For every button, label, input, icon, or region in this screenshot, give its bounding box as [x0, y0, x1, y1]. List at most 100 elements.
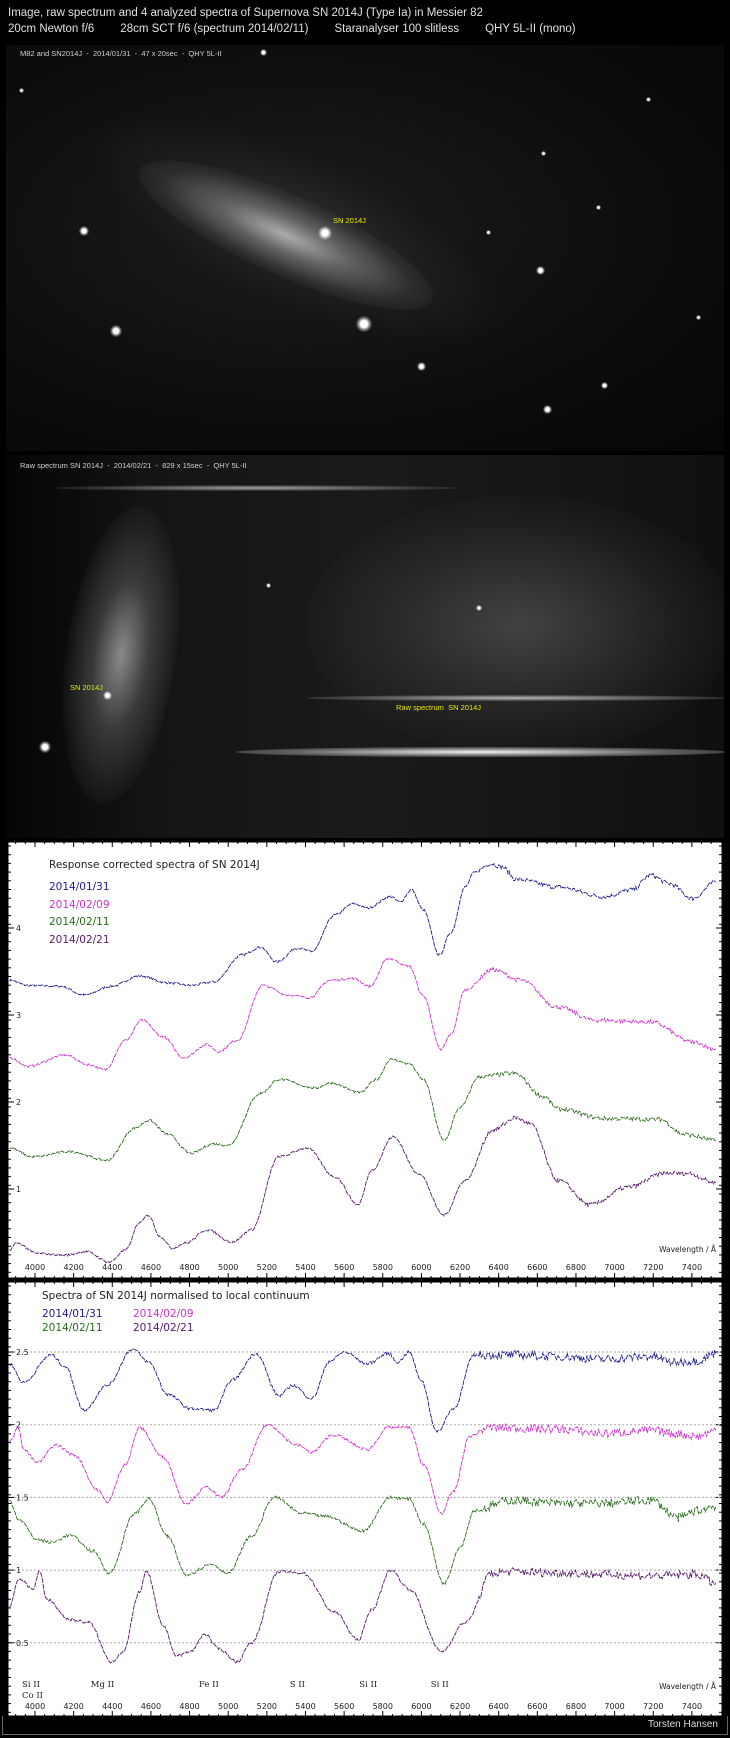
- y-tick-label: 3: [16, 1011, 21, 1020]
- x-tick-label: 5600: [334, 1263, 354, 1272]
- star: [543, 405, 552, 414]
- telescope-spectrum: 28cm SCT f/6 (spectrum 2014/02/11): [120, 23, 309, 35]
- galaxy-m82: [45, 498, 197, 812]
- x-tick-label: 4000: [25, 1263, 45, 1272]
- star: [110, 325, 122, 337]
- footer-frame: [2, 1716, 728, 1735]
- y-tick-label: 4: [16, 924, 21, 933]
- y-tick-label: 1.5: [16, 1493, 29, 1502]
- legend-item: 2014/02/09: [133, 1308, 194, 1320]
- x-tick-label: 5400: [295, 1702, 315, 1711]
- line-id-label: Si II: [22, 1680, 40, 1690]
- x-tick-label: 4600: [141, 1263, 161, 1272]
- legend-item: 2014/01/31: [49, 881, 110, 893]
- x-tick-label: 4400: [102, 1702, 122, 1711]
- x-tick-label: 6200: [450, 1263, 470, 1272]
- x-tick-label: 6200: [450, 1702, 470, 1711]
- x-tick-label: 4400: [102, 1263, 122, 1272]
- chart-title: Response corrected spectra of SN 2014J: [49, 859, 260, 871]
- camera: QHY 5L-II (mono): [485, 23, 576, 35]
- line-id-label: Mg II: [91, 1680, 115, 1690]
- star: [260, 49, 267, 56]
- star: [486, 230, 491, 235]
- x-axis-label: Wavelength / Å: [659, 1682, 717, 1691]
- sn-label: SN 2014J: [333, 216, 366, 225]
- x-tick-label: 5800: [373, 1263, 393, 1272]
- x-tick-label: 5800: [373, 1702, 393, 1711]
- legend-item: 2014/01/31: [42, 1308, 103, 1320]
- chart-canvas: 4000 4200 4400 4600 4800 5000 5200 5400 5600 5800…: [7, 1282, 723, 1716]
- star: [79, 226, 89, 236]
- supernova-sn2014j: [103, 691, 112, 700]
- x-tick-label: 7000: [604, 1702, 624, 1711]
- star: [476, 605, 482, 611]
- y-tick-label: 2.5: [16, 1348, 29, 1357]
- x-tick-label: 5000: [218, 1263, 238, 1272]
- star: [601, 382, 608, 389]
- star: [417, 362, 426, 371]
- y-tick-label: 0.5: [16, 1639, 29, 1648]
- x-tick-label: 6800: [566, 1702, 586, 1711]
- spectrum-line-2014-01-31: [9, 1348, 717, 1433]
- line-id-label: S II: [290, 1680, 305, 1690]
- spectrum-glow: [306, 495, 724, 755]
- x-tick-label: 6600: [527, 1702, 547, 1711]
- star: [266, 583, 271, 588]
- raw-spectrum-image: Raw spectrum SN 2014J - 2014/02/21 - 829…: [6, 455, 724, 838]
- normalised-spectra-chart: 4000 4200 4400 4600 4800 5000 5200 5400 5600 5800…: [7, 1282, 723, 1716]
- y-tick-label: 1: [16, 1185, 21, 1194]
- spectrum-line-2014-02-21: [9, 1115, 717, 1264]
- legend-item: 2014/02/11: [42, 1322, 103, 1334]
- star: [39, 741, 51, 753]
- x-tick-label: 4600: [141, 1702, 161, 1711]
- star-spectrum-streak: [236, 747, 724, 757]
- y-tick-label: 2: [16, 1421, 21, 1430]
- image-caption: M82 and SN2014J - 2014/01/31 - 47 x 20se…: [20, 49, 222, 58]
- plot-border: [7, 842, 723, 1278]
- x-tick-label: 4200: [63, 1702, 83, 1711]
- sn-spectrum-streak: [306, 695, 724, 701]
- x-tick-label: 5600: [334, 1702, 354, 1711]
- figure-title: Image, raw spectrum and 4 analyzed spect…: [8, 7, 483, 19]
- x-axis-label: Wavelength / Å: [659, 1245, 717, 1254]
- star: [541, 151, 546, 156]
- star: [19, 88, 24, 93]
- legend-item: 2014/02/11: [49, 916, 110, 928]
- raw-spectrum-label: Raw spectrum SN 2014J: [396, 703, 482, 712]
- line-id-label: Si II: [431, 1680, 449, 1690]
- author-credit: Torsten Hansen: [647, 1719, 718, 1730]
- star: [596, 205, 601, 210]
- x-tick-label: 6600: [527, 1263, 547, 1272]
- star: [356, 316, 372, 332]
- m82-image: M82 and SN2014J - 2014/01/31 - 47 x 20se…: [6, 45, 724, 451]
- x-tick-label: 5200: [257, 1263, 277, 1272]
- x-tick-label: 7200: [643, 1702, 663, 1711]
- x-tick-label: 6400: [489, 1263, 509, 1272]
- plot-border: [7, 1282, 723, 1716]
- spectrum-line-2014-02-11: [9, 1494, 717, 1585]
- x-tick-label: 7200: [643, 1263, 663, 1272]
- x-tick-label: 5200: [257, 1702, 277, 1711]
- image-caption: Raw spectrum SN 2014J - 2014/02/21 - 829…: [20, 461, 247, 470]
- spectrum-line-2014-02-11: [9, 1058, 716, 1162]
- spectrum-line-2014-02-09: [9, 957, 717, 1071]
- chart-canvas: 4000 4200 4400 4600 4800 5000 5200 5400 5600 5800…: [7, 842, 723, 1278]
- telescope-imaging: 20cm Newton f/6: [8, 23, 95, 35]
- legend-item: 2014/02/21: [133, 1322, 194, 1334]
- star: [646, 97, 651, 102]
- spectrum-line-2014-02-21: [9, 1566, 717, 1664]
- legend-item: 2014/02/21: [49, 934, 110, 946]
- response-corrected-chart: 4000 4200 4400 4600 4800 5000 5200 5400 5600 5800…: [7, 842, 723, 1278]
- x-tick-label: 4800: [179, 1263, 199, 1272]
- y-tick-label: 1: [16, 1566, 21, 1575]
- line-id-label: Si II: [359, 1680, 377, 1690]
- x-tick-label: 6800: [566, 1263, 586, 1272]
- legend-item: 2014/02/09: [49, 899, 110, 911]
- line-id-sublabel: Co II: [22, 1691, 43, 1701]
- x-tick-label: 6000: [411, 1263, 431, 1272]
- line-id-label: Fe II: [199, 1680, 219, 1690]
- y-tick-label: 2: [16, 1098, 21, 1107]
- grating: Staranalyser 100 slitless: [334, 23, 460, 35]
- equipment-line: 20cm Newton f/6 28cm SCT f/6 (spectrum 20…: [8, 23, 602, 35]
- x-tick-label: 7400: [682, 1263, 702, 1272]
